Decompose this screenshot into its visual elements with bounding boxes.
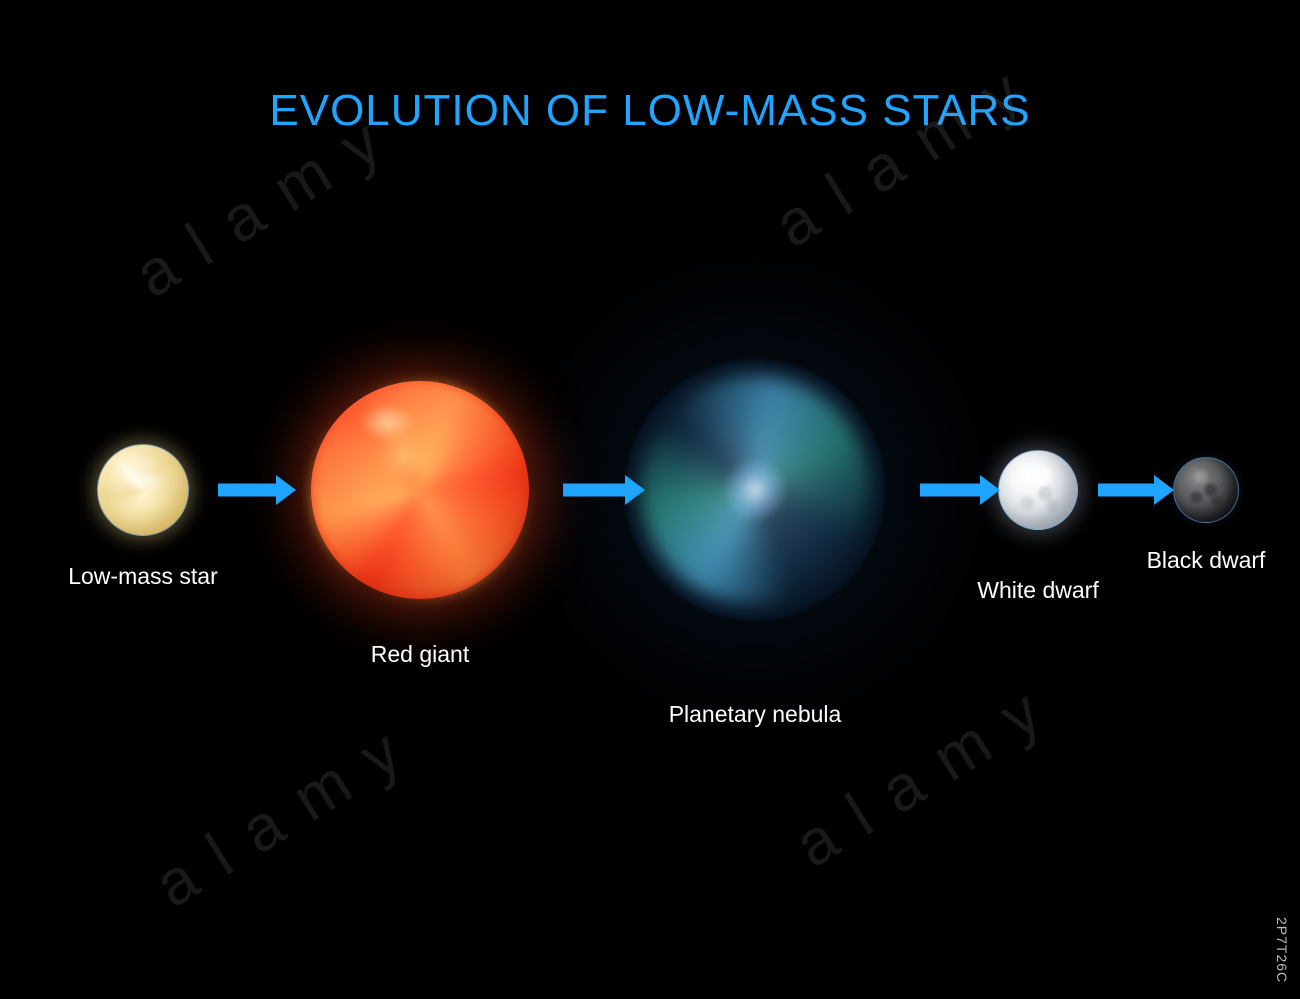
watermark-2: a l a m y bbox=[762, 52, 1037, 262]
low-mass-star-label: Low-mass star bbox=[43, 562, 243, 592]
red-giant-label: Red giant bbox=[320, 640, 520, 670]
planetary-nebula-label: Planetary nebula bbox=[655, 700, 855, 730]
black-dwarf-body bbox=[1173, 457, 1239, 523]
black-dwarf-label: Black dwarf bbox=[1106, 546, 1300, 576]
arrow-3 bbox=[920, 475, 1000, 505]
arrow-2 bbox=[563, 475, 645, 505]
planetary-nebula-body bbox=[625, 360, 885, 620]
white-dwarf-body bbox=[998, 450, 1078, 530]
red-giant-body bbox=[311, 381, 529, 599]
arrow-4 bbox=[1098, 475, 1174, 505]
low-mass-star-body bbox=[97, 444, 189, 536]
diagram-title: EVOLUTION OF LOW-MASS STARS bbox=[0, 86, 1300, 136]
arrow-1 bbox=[218, 475, 296, 505]
watermark-code: 2P7T26C bbox=[1274, 917, 1290, 983]
white-dwarf-label: White dwarf bbox=[938, 576, 1138, 606]
watermark-3: a l a m y bbox=[142, 712, 417, 922]
